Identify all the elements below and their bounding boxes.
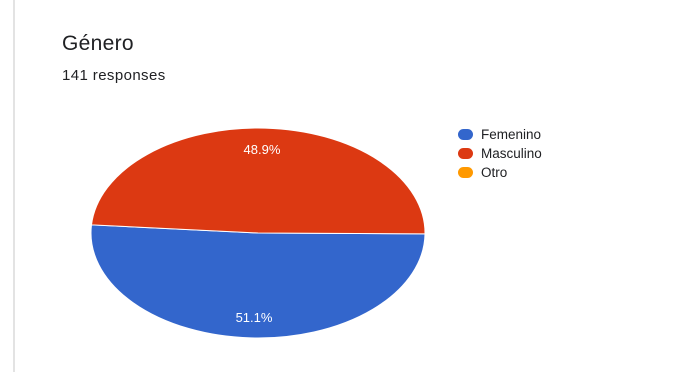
legend-label-femenino: Femenino <box>481 127 542 142</box>
pie-label-femenino: 51.1% <box>236 310 273 325</box>
question-title: Género <box>62 32 134 55</box>
pie-label-masculino: 48.9% <box>244 142 281 157</box>
legend-item-masculino[interactable]: Masculino <box>458 144 542 163</box>
legend-item-otro[interactable]: Otro <box>458 163 542 182</box>
card-left-border <box>13 0 15 372</box>
legend-label-masculino: Masculino <box>481 146 542 161</box>
legend-item-femenino[interactable]: Femenino <box>458 125 542 144</box>
legend-swatch-masculino <box>458 148 473 159</box>
legend-swatch-femenino <box>458 129 473 140</box>
pie-slice-femenino[interactable] <box>90 224 426 339</box>
legend-label-otro: Otro <box>481 165 508 180</box>
legend-swatch-otro <box>458 167 473 178</box>
response-count: 141 responses <box>62 67 166 84</box>
chart-legend: Femenino Masculino Otro <box>458 125 542 182</box>
pie-slice-masculino[interactable] <box>90 127 426 235</box>
